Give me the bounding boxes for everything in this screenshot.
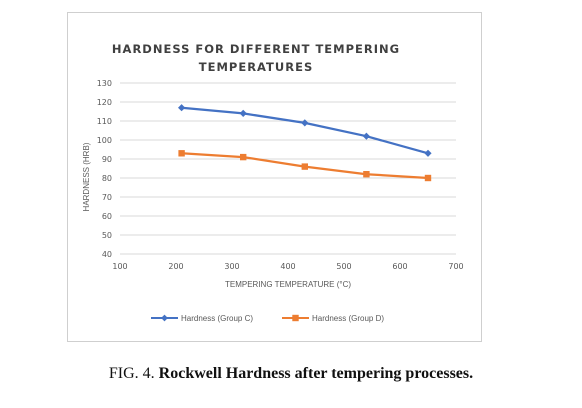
- y-tick-label-40: 40: [102, 250, 112, 259]
- y-tick-label-110: 110: [97, 117, 112, 126]
- series-line-1: [181, 106, 429, 155]
- x-tick-label-400: 400: [280, 262, 295, 271]
- x-tick-label-200: 200: [168, 262, 183, 271]
- y-tick-label-80: 80: [102, 174, 112, 183]
- data-point-series-2-0: [178, 150, 185, 157]
- y-tick-label-60: 60: [102, 212, 112, 221]
- chart-title-line-2: TEMPERATURES: [199, 60, 313, 74]
- series-layer: [178, 104, 432, 182]
- gridlines: [120, 82, 456, 255]
- x-tick-labels: 100 200 300 400 500 600 700: [112, 262, 463, 271]
- y-tick-label-70: 70: [102, 193, 112, 202]
- caption-text: Rockwell Hardness after tempering proces…: [158, 365, 474, 382]
- x-axis-title: TEMPERING TEMPERATURE (°C): [225, 280, 351, 289]
- hardness-line-chart: HARDNESS FOR DIFFERENT TEMPERING TEMPERA…: [82, 42, 464, 323]
- figure-caption: FIG. 4. Rockwell Hardness after temperin…: [0, 365, 582, 383]
- data-point-series-1-4: [424, 149, 432, 157]
- legend-label-2: Hardness (Group D): [312, 314, 384, 323]
- x-tick-label-100: 100: [112, 262, 127, 271]
- y-tick-label-100: 100: [97, 136, 112, 145]
- chart-title-line-1: HARDNESS FOR DIFFERENT TEMPERING: [112, 42, 400, 56]
- data-point-series-2-1: [240, 153, 247, 161]
- y-axis-title: HARDNESS (HRB): [82, 142, 91, 211]
- x-tick-label-600: 600: [392, 262, 407, 271]
- legend-marker-1: [161, 314, 168, 322]
- y-tick-label-120: 120: [97, 98, 112, 107]
- chart-frame: HARDNESS FOR DIFFERENT TEMPERING TEMPERA…: [67, 12, 482, 342]
- y-tick-label-50: 50: [102, 231, 112, 240]
- y-tick-label-130: 130: [97, 79, 112, 88]
- data-point-series-2-2: [301, 163, 308, 170]
- x-tick-label-700: 700: [448, 262, 463, 271]
- data-point-series-2-4: [424, 174, 432, 182]
- x-tick-label-500: 500: [336, 262, 351, 271]
- legend-label-1: Hardness (Group C): [181, 314, 253, 323]
- legend: Hardness (Group C) Hardness (Group D): [151, 314, 384, 323]
- y-tick-labels: 40 50 60 70 80 90 100 110 120 130: [97, 79, 112, 259]
- data-point-series-1-3: [362, 132, 370, 140]
- data-point-series-1-0: [178, 104, 186, 112]
- y-tick-label-90: 90: [102, 155, 112, 164]
- data-point-series-1-2: [301, 119, 309, 127]
- caption-prefix: FIG. 4.: [108, 365, 159, 382]
- data-point-series-1-1: [239, 109, 247, 117]
- legend-marker-2: [292, 314, 299, 322]
- x-tick-label-300: 300: [224, 262, 239, 271]
- data-point-series-2-3: [363, 171, 370, 178]
